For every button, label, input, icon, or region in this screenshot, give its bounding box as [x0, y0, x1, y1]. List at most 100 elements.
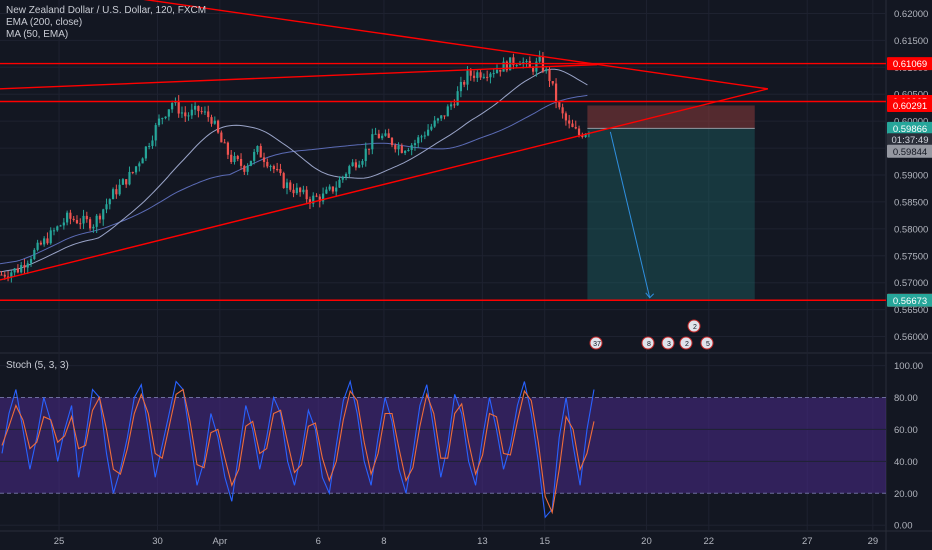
trend-drawings[interactable] [0, 0, 886, 301]
candle-body [466, 70, 469, 85]
candle-body [262, 157, 266, 162]
price-tick-label: 0.56500 [894, 305, 928, 316]
candle-body [436, 118, 440, 121]
candle-body [16, 268, 20, 273]
candle-body [6, 276, 10, 278]
candle-body [469, 70, 472, 76]
price-tick-label: 0.59000 [894, 171, 928, 182]
price-tag-countdown: 01:37:49 [892, 135, 929, 146]
candle-body [443, 115, 446, 117]
time-tick-label: 13 [477, 536, 488, 547]
candle-body [400, 145, 403, 153]
event-badges[interactable]: 37 8 3 2 5 2 [589, 319, 714, 350]
candle-body [52, 230, 56, 232]
price-tag-last-bg [887, 121, 932, 135]
candle-body [459, 81, 463, 92]
candle-body [207, 111, 210, 118]
candle-body [98, 215, 102, 220]
candle-body [538, 56, 541, 62]
candle-body [246, 165, 249, 172]
candle-body [305, 189, 308, 200]
candle-body [410, 145, 413, 150]
candle-body [151, 140, 154, 146]
candle-body [505, 61, 508, 71]
candle-body [571, 123, 574, 128]
candle-body [213, 120, 216, 124]
candle-body [344, 173, 348, 177]
candle-body [200, 111, 203, 113]
candle-body [489, 73, 492, 78]
candle-body [446, 106, 449, 117]
candle-body [476, 72, 479, 78]
candle-body [518, 64, 522, 66]
candle-body [259, 146, 262, 158]
candle-body [407, 149, 410, 151]
candle-body [390, 137, 394, 146]
level-price-tag: 0.61069 [893, 59, 927, 70]
candle-body [328, 186, 331, 190]
candle-body [233, 156, 236, 163]
ma-50-line [0, 68, 588, 273]
event-badge-icon [641, 336, 655, 350]
candle-body [512, 57, 515, 66]
candle-body [308, 199, 312, 204]
candle-body [495, 69, 499, 74]
candle-body [581, 134, 584, 137]
stochastic-series [1, 379, 595, 519]
event-badge-icon [661, 336, 675, 350]
event-badge-icon [687, 319, 701, 333]
candle-body [144, 146, 147, 159]
candle-body [502, 61, 505, 72]
stoch-tick-label: 40.00 [894, 457, 918, 468]
candle-body [564, 113, 568, 121]
candle-body [420, 136, 423, 138]
price-tick-label: 0.61500 [894, 36, 928, 47]
event-badge-icon [589, 336, 603, 350]
price-tick-label: 0.57000 [894, 278, 928, 289]
time-tick-label: Apr [212, 536, 227, 547]
candle-body [315, 195, 318, 197]
candle-body [167, 109, 170, 117]
candle-body [276, 169, 279, 171]
price-tag-target: 0.56673 [893, 296, 927, 307]
candle-body [59, 225, 62, 227]
candle-body [220, 132, 223, 143]
price-axis[interactable]: 0.620000.615000.610000.605000.600000.595… [887, 9, 932, 343]
event-badge-icon [700, 336, 714, 350]
candle-body [295, 187, 298, 194]
candle-body [426, 129, 430, 136]
trendline [143, 0, 768, 90]
event-badge-count: 2 [693, 324, 697, 331]
time-axis[interactable]: 25 30 Apr 6 8 13 15 20 22 27 29 [54, 536, 878, 547]
stoch-axis[interactable]: 100.00 80.00 60.00 40.00 20.00 0.00 [894, 361, 923, 532]
time-tick-label: 29 [868, 536, 879, 547]
candle-body [43, 238, 46, 245]
candle-body [148, 145, 151, 147]
candle-body [321, 193, 325, 202]
candle-body [364, 148, 367, 162]
candle-body [312, 195, 315, 204]
candle-body [482, 76, 485, 78]
short-position-tool[interactable] [587, 105, 755, 301]
candle-body [180, 112, 184, 114]
stoch-tick-label: 100.00 [894, 361, 923, 372]
candle-body [318, 196, 321, 202]
candle-body [282, 173, 285, 188]
price-tick-label: 0.62000 [894, 9, 928, 20]
candle-body [184, 112, 187, 117]
event-badge-count: 8 [647, 341, 651, 348]
target-zone [587, 128, 755, 301]
candle-body [20, 265, 23, 273]
candle-body [430, 126, 433, 130]
candle-body [108, 199, 111, 205]
candle-body [515, 65, 518, 67]
forecast-arrow-line [609, 131, 651, 298]
price-tick-label: 0.56000 [894, 332, 928, 343]
candle-body [161, 118, 164, 120]
candle-body [381, 135, 384, 139]
candle-body [272, 166, 275, 170]
candle-body [351, 162, 354, 167]
candle-body [72, 218, 75, 221]
candle-body [558, 101, 561, 108]
